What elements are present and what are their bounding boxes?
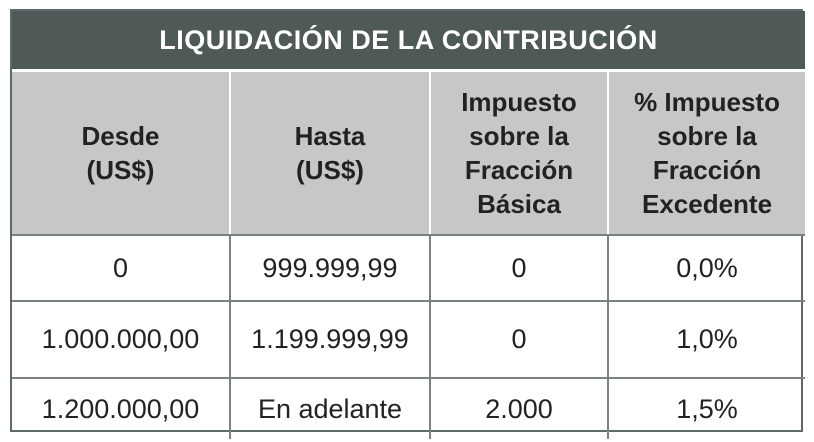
header-hasta-line-2: (US$) [296,155,364,185]
cell-impuesto-basica: 0 [430,301,609,379]
header-porcentaje-excedente-line-2: sobre la [657,121,757,151]
header-impuesto-basica: Impuesto sobre la Fracción Básica [430,70,609,236]
cell-hasta: 999.999,99 [230,235,431,302]
table-title: LIQUIDACIÓN DE LA CONTRIBUCIÓN [12,11,806,72]
header-desde-line-1: Desde [81,121,160,151]
cell-porcentaje-excedente: 0,0% [608,235,806,302]
cell-desde: 1.000.000,00 [12,301,231,379]
header-impuesto-basica-line-4: Básica [477,189,561,219]
header-porcentaje-excedente-line-4: Excedente [641,189,773,219]
cell-hasta: 1.199.999,99 [230,301,431,379]
header-impuesto-basica-line-3: Fracción [464,155,574,185]
table-row: 1.000.000,00 1.199.999,99 0 1,0% [12,301,806,379]
cell-hasta: En adelante [230,378,431,439]
table-row: 0 999.999,99 0 0,0% [12,235,806,302]
cell-desde: 0 [12,235,231,302]
cell-impuesto-basica: 2.000 [430,378,609,439]
header-desde: Desde (US$) [12,70,231,236]
header-porcentaje-excedente-line-3: Fracción [652,155,762,185]
contribution-table: LIQUIDACIÓN DE LA CONTRIBUCIÓN Desde (US… [12,11,806,439]
header-hasta-line-1: Hasta [294,121,366,151]
cell-porcentaje-excedente: 1,0% [608,301,806,379]
header-hasta: Hasta (US$) [230,70,431,236]
cell-desde: 1.200.000,00 [12,378,231,439]
header-impuesto-basica-line-2: sobre la [469,121,569,151]
table-row: 1.200.000,00 En adelante 2.000 1,5% [12,378,805,439]
header-porcentaje-excedente: % Impuesto sobre la Fracción Excedente [608,70,806,236]
header-desde-line-2: (US$) [86,155,155,185]
header-porcentaje-excedente-line-1: % Impuesto [634,87,780,117]
cell-porcentaje-excedente: 1,5% [676,393,738,424]
header-impuesto-basica-line-1: Impuesto [461,87,577,117]
cell-impuesto-basica: 0 [430,235,609,302]
contribution-table-container: LIQUIDACIÓN DE LA CONTRIBUCIÓN Desde (US… [10,9,806,439]
